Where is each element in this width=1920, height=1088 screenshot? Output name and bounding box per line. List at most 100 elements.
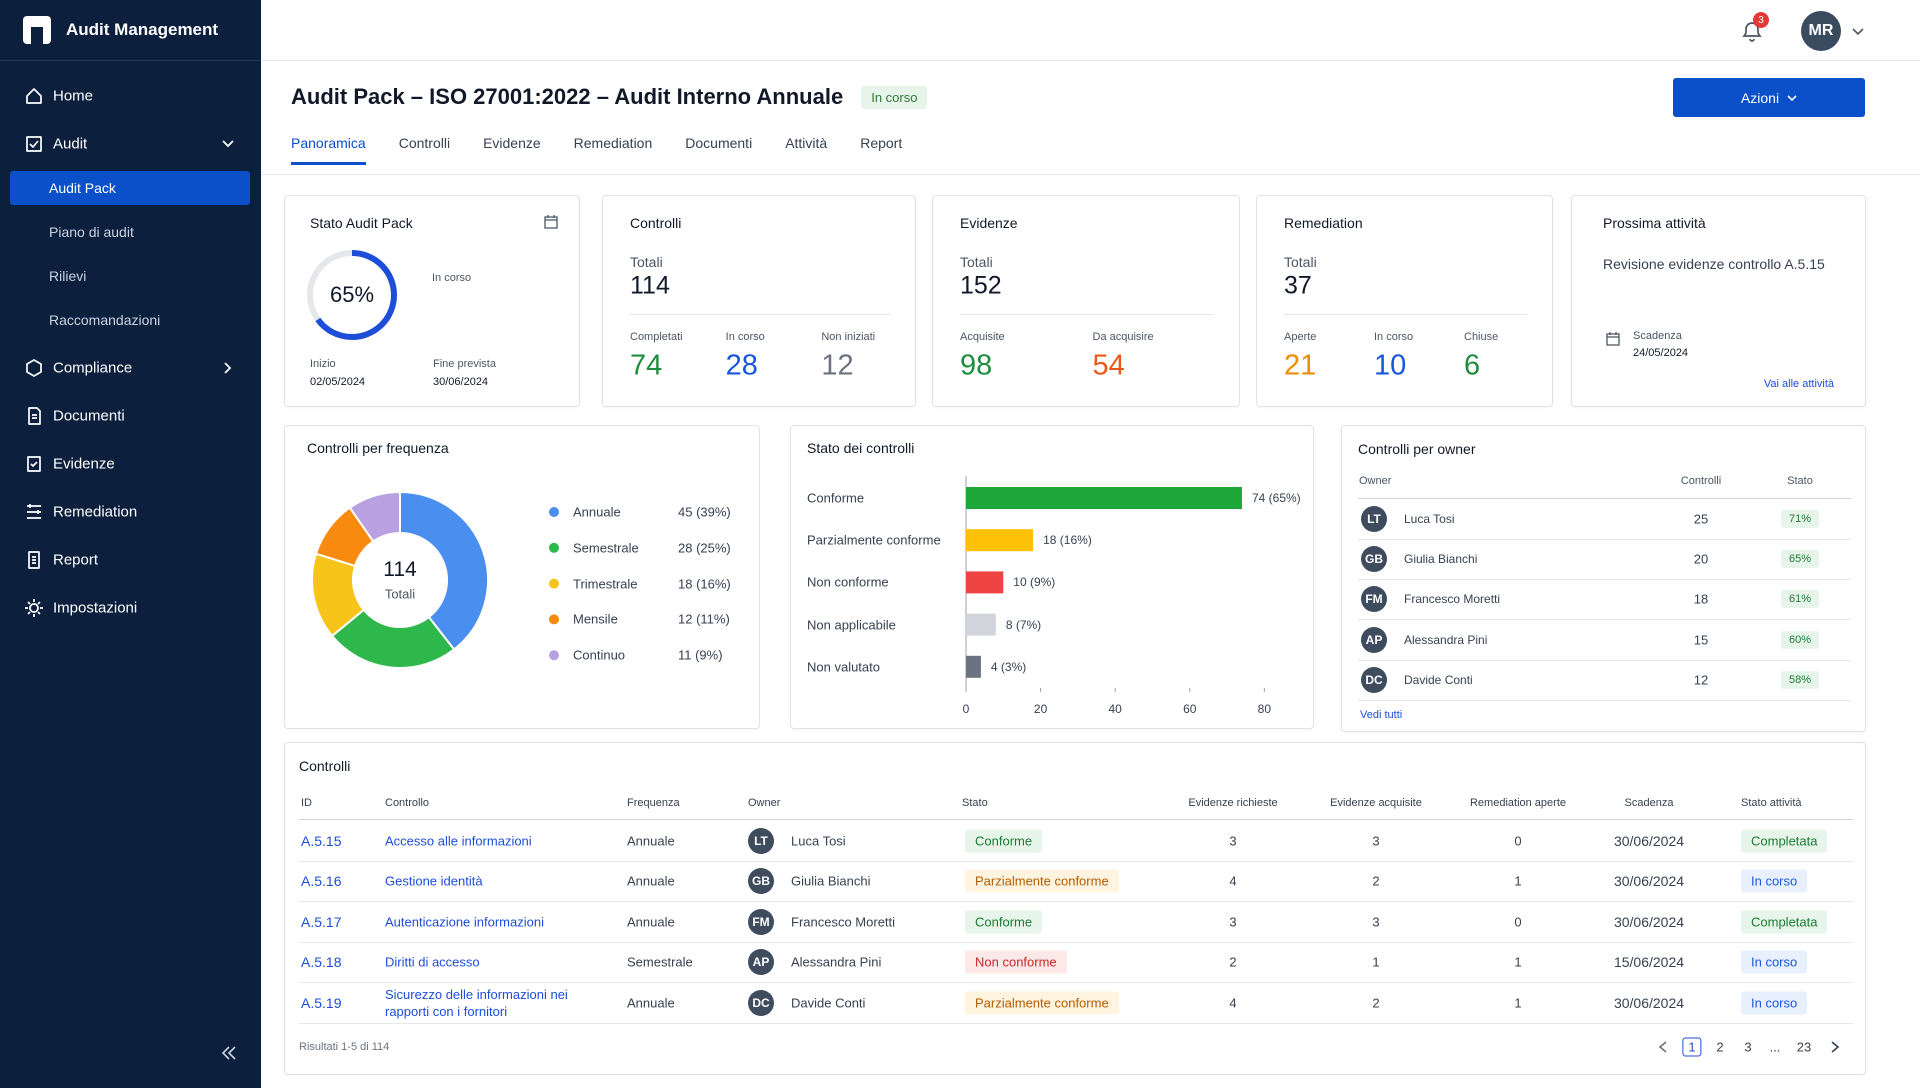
owner-avatar: GB [1361, 546, 1387, 573]
status-chart-card: Stato dei controlli 0 20 40 60 80 Conforme 74 (… [790, 425, 1314, 729]
bar [966, 613, 996, 636]
page-link[interactable]: 23 [1796, 1039, 1812, 1055]
chevron [1658, 1041, 1667, 1053]
nav-item[interactable]: Home [53, 87, 94, 105]
kpi-label: Non iniziati [821, 331, 876, 343]
evidence-required: 3 [1229, 833, 1237, 849]
frequency: Annuale [627, 873, 675, 889]
control-name[interactable]: Autenticazione informazioni [385, 914, 544, 930]
chart-title: Stato dei controlli [807, 440, 915, 456]
tab[interactable]: Remediation [573, 135, 653, 151]
control-id[interactable]: A.5.19 [301, 994, 342, 1011]
activity-badge: In corso [1741, 991, 1808, 1015]
chevron [1852, 28, 1864, 36]
page-link[interactable]: 1 [1682, 1037, 1702, 1057]
tab[interactable]: Evidenze [483, 135, 541, 151]
view-all-link[interactable]: Vedi tutti [1360, 709, 1403, 721]
kpi-label: Aperte [1284, 331, 1317, 343]
card-title: Prossima attività [1603, 215, 1706, 231]
nav-subitem[interactable]: Rilievi [49, 268, 87, 284]
column-header: Owner [1359, 475, 1392, 487]
evidence-acquired: 3 [1372, 833, 1380, 849]
tab[interactable]: Report [860, 135, 903, 151]
prev-page[interactable] [1658, 1041, 1668, 1053]
nav-icon-path [28, 407, 41, 425]
progress-ring [307, 250, 397, 340]
kpi-value: 21 [1284, 349, 1317, 382]
next-activity-link[interactable]: Vai alle attività [1763, 378, 1834, 390]
due-date: 30/06/2024 [1613, 913, 1685, 930]
donut-chart [311, 490, 559, 669]
remediation-open: 0 [1514, 833, 1522, 849]
tab[interactable]: Attività [785, 135, 828, 151]
nav-icon-path [26, 359, 42, 377]
due-date: 24/05/2024 [1633, 347, 1689, 359]
tab[interactable]: Documenti [685, 135, 753, 151]
row-divider [299, 861, 1853, 862]
title-row: Audit Pack – ISO 27001:2022 – Audit Inte… [291, 84, 928, 110]
page-link[interactable]: 3 [1744, 1039, 1752, 1055]
user-avatar[interactable]: MR [1801, 11, 1841, 51]
nav-icon [26, 136, 42, 152]
control-id[interactable]: A.5.15 [301, 833, 342, 849]
status-text: In corso [432, 272, 472, 284]
tab[interactable]: Controlli [398, 135, 451, 151]
category-label: Non conforme [807, 574, 889, 590]
nav-item[interactable]: Audit [53, 135, 88, 153]
control-id[interactable]: A.5.17 [301, 913, 342, 930]
legend-dot [549, 507, 559, 517]
bar [966, 487, 1242, 509]
owner-name: Luca Tosi [1404, 512, 1455, 526]
page-link[interactable]: ... [1769, 1039, 1781, 1055]
nav-item[interactable]: Remediation [53, 503, 138, 521]
next-page[interactable] [1830, 1041, 1840, 1053]
nav-item[interactable]: Report [53, 551, 99, 569]
nav-subitem[interactable]: Raccomandazioni [49, 312, 161, 328]
calendar-icon[interactable] [543, 214, 559, 230]
owner-avatar: DC [748, 989, 774, 1016]
bar [966, 655, 981, 678]
legend-dot [549, 614, 559, 625]
nav-item[interactable]: Compliance [53, 359, 133, 377]
row-divider [1358, 659, 1851, 661]
kpi-value: 28 [725, 349, 758, 382]
owner-name: Francesco Moretti [791, 914, 896, 930]
evidence-acquired: 2 [1372, 995, 1380, 1011]
activity-badge: Completata [1741, 910, 1828, 934]
nav-icon-path [28, 551, 40, 569]
nav-chevron-path [222, 140, 234, 148]
header-divider [299, 819, 1853, 820]
x-tick-label: 40 [1108, 702, 1122, 716]
nav-item[interactable]: Evidenze [53, 455, 115, 473]
control-name[interactable]: Gestione identità [385, 873, 483, 889]
nav-item[interactable]: Documenti [53, 407, 125, 425]
actions-button[interactable]: Azioni [1673, 78, 1865, 117]
nav-subitem[interactable]: Audit Pack [49, 180, 116, 196]
control-name[interactable]: Sicurezzo delle informazioni nei rapport… [385, 986, 568, 1019]
owner-controls: 18 [1693, 591, 1709, 607]
status-badge: Conforme [965, 910, 1043, 934]
bar-value-label: 74 (65%) [1251, 491, 1301, 505]
actions-label[interactable]: Azioni [1740, 89, 1780, 106]
legend-label: Mensile [573, 611, 618, 627]
due-date: 30/06/2024 [1613, 873, 1685, 890]
page-link[interactable]: 2 [1716, 1039, 1724, 1055]
user-menu-chevron[interactable] [1852, 27, 1864, 37]
control-name[interactable]: Diritti di accesso [385, 954, 480, 970]
start-label: Inizio [310, 358, 336, 370]
due-date: 30/06/2024 [1613, 833, 1685, 849]
nav-subitem[interactable]: Piano di audit [49, 224, 134, 240]
control-id[interactable]: A.5.18 [301, 954, 342, 971]
notification-bell[interactable] [1740, 19, 1764, 43]
control-id[interactable]: A.5.16 [301, 873, 342, 890]
control-name[interactable]: Accesso alle informazioni [385, 833, 532, 849]
owner-avatar: DC [1361, 666, 1387, 693]
tab[interactable]: Panoramica [291, 135, 366, 165]
column-header: Stato attività [1741, 797, 1802, 809]
kpi-value: 12 [821, 349, 854, 382]
row-divider [299, 901, 1853, 903]
due-date: 30/06/2024 [1613, 994, 1685, 1011]
nav-item[interactable]: Impostazioni [53, 599, 138, 617]
card-title: Controlli [299, 758, 351, 774]
collapse-button[interactable] [221, 1046, 236, 1060]
